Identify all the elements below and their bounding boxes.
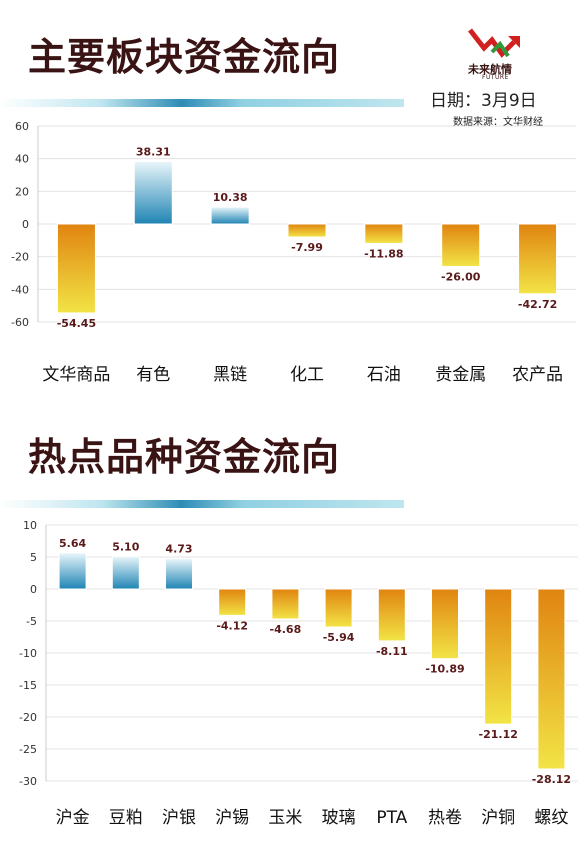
section-title-hot-products: 热点品种资金流向 [28,435,341,479]
y-tick-label: -30 [19,775,37,788]
category-label: 热卷 [428,808,462,828]
decorative-band [0,500,404,508]
category-label: 文华商品 [42,365,110,385]
category-label: 沪银 [162,808,196,828]
data-label: -4.68 [270,623,302,636]
bar [56,223,96,314]
bar [364,223,404,244]
y-tick-label: 20 [15,185,29,198]
category-label: 玉米 [268,808,302,828]
bar [377,588,406,642]
data-label: -54.45 [57,317,96,330]
category-label: 沪锡 [215,808,249,828]
date-label: 日期：3月9日 [430,91,537,111]
data-label: 5.64 [59,537,86,550]
bar [58,552,87,590]
y-tick-label: -20 [19,711,37,724]
y-tick-label: 5 [30,551,37,564]
category-label: 化工 [290,365,324,385]
bar [287,223,327,238]
source-label: 数据来源：文华财经 [453,117,543,128]
category-label: 黑链 [213,365,247,385]
category-label: 沪铜 [481,808,515,828]
bar [111,555,140,590]
sector-flow-chart: 60 40 20 0 -20 -40 -60 -54.45 文华商品 38.31 有色 10.38 黑链… [11,120,576,385]
category-label: 沪金 [56,808,90,828]
y-tick-label: -10 [19,647,37,660]
logo-subtext: FUTURE [482,74,509,81]
category-label: 玻璃 [322,808,356,828]
y-tick-label: -5 [26,615,37,628]
bar [431,588,459,660]
y-tick-label: 60 [15,120,29,133]
y-tick-label: 0 [30,583,37,596]
data-label: -21.12 [479,728,518,741]
category-label: 石油 [367,365,401,385]
y-tick-label: 40 [15,153,29,166]
data-label: -5.94 [323,631,355,644]
data-label: -7.99 [291,241,323,254]
y-tick-label: -25 [19,743,37,756]
bar [218,588,247,616]
bar [210,206,250,225]
decorative-band [0,99,404,107]
category-label: PTA [376,808,407,828]
data-label: -10.89 [425,663,464,676]
category-label: 螺纹 [534,808,568,828]
section-title-sectors: 主要板块资金流向 [28,35,341,79]
data-label: -4.12 [216,619,248,632]
y-tick-label: 10 [23,519,37,532]
data-label: -42.72 [518,298,557,311]
y-tick-label: -40 [11,283,29,296]
category-label: 豆粕 [109,808,143,828]
category-label: 贵金属 [435,365,486,385]
data-label: 38.31 [136,145,171,158]
bar [133,160,173,225]
data-label: 5.10 [112,540,139,553]
y-tick-label: 0 [22,218,29,231]
data-label: 4.73 [165,543,192,556]
bar [324,588,353,628]
y-tick-label: -60 [11,316,29,329]
future-logo-icon [468,28,520,58]
bar [484,588,513,725]
logo-text: 未来航情 [468,63,512,76]
y-tick-label: -20 [11,251,29,264]
data-label: -11.88 [364,247,403,260]
bar [165,558,193,590]
category-label: 农产品 [512,365,563,385]
category-label: 有色 [136,365,170,385]
bar [271,588,300,620]
y-tick-label: -15 [19,679,37,692]
data-label: -8.11 [376,645,408,658]
data-label: 10.38 [213,191,248,204]
bar [441,223,481,267]
bar [518,223,558,295]
data-label: -26.00 [441,270,481,283]
data-label: -28.12 [532,773,571,786]
bar [537,588,566,770]
